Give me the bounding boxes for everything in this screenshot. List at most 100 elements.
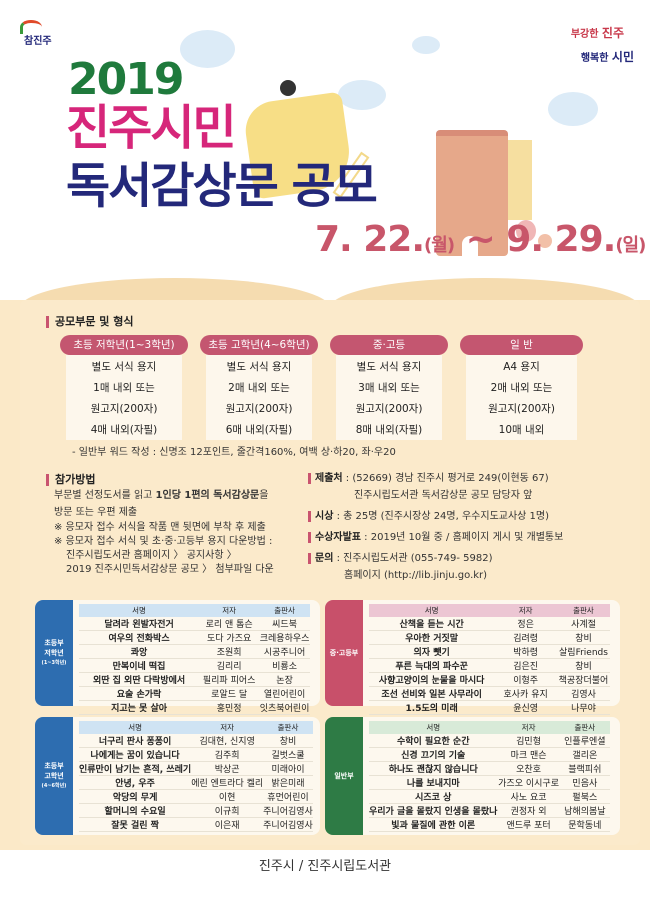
book-author: 김은진 [494,658,557,673]
book-list-panel: 초등부 저학년 (1~3학년) 서명 저자 출판사 달려라 왼발자전거 로리 앤 톰슨 씨드북 여… [35,600,320,715]
book-publisher: 인플루엔셜 [559,734,610,748]
table-row: 빛과 물질에 관한 이론 앤드루 포터 문학동네 [369,817,610,832]
book-title: 인류만이 남기는 흔적, 쓰레기 [79,761,192,776]
book-publisher: 주니어김영사 [263,817,313,832]
format-line: 원고지(200자) [225,403,293,415]
format-line: A4 용지 [503,361,540,373]
book-publisher: 휴먼어린이 [263,789,313,804]
column-header: 저자 [521,723,536,732]
section-heading: 공모부문 및 형식 [46,316,134,328]
table-row: 달려라 왼발자전거 로리 앤 톰슨 씨드북 [79,617,310,631]
participation-text: 부문별 선정도서를 읽고 1인당 1편의 독서감상문을 방문 또는 우편 제출 … [54,490,274,575]
table-row: 만복이네 떡집 김리리 비룡소 [79,658,310,673]
book-publisher: 창비 [556,630,610,645]
table-row: 산책을 듣는 시간 정은 사계절 [369,617,610,631]
book-author: 에린 엔트라다 켈리 [191,775,264,790]
category-label: 초등 고학년(4~6학년) [200,335,318,355]
cloud-icon [180,30,235,68]
book-title: 달려라 왼발자전거 [79,617,200,631]
column-header: 서명 [128,723,142,732]
book-author: 사노 요코 [497,789,560,804]
category-tab-text: 중·고등부 [329,649,359,657]
book-publisher: 밝은미래 [263,775,313,790]
category-label: 중·고등 [330,335,448,355]
table-row: 조선 선비와 일본 사무라이 호사카 유지 김영사 [369,686,610,701]
category-tab-text: 고학년 [44,772,64,780]
page-title: 독서감상문 공모 [66,158,378,214]
book-author: 호사카 유지 [494,686,557,701]
bookmark-illustration [508,140,532,220]
book-publisher: 블랙피쉬 [559,761,610,776]
table-row: 우아한 거짓말 김려령 창비 [369,630,610,645]
category-format: 별도 서식 용지 2매 내외 또는 원고지(200자) 6매 내외(자필) [206,355,312,440]
book-list-category: 초등부 저학년 (1~3학년) [35,600,73,706]
category-format: 별도 서식 용지 3매 내외 또는 원고지(200자) 8매 내외(자필) [336,355,442,440]
section-heading: 참가방법 [46,474,95,486]
book-title: 안녕, 우주 [79,775,192,790]
book-title: 우아한 거짓말 [369,630,495,645]
book-list-panel: 일반부 서명 저자 출판사 수학이 필요한 순간 김민형 인플루엔셜 신경 끄기의 기술 마크 … [325,717,620,835]
table-row: 외딴 집 외딴 다락방에서 필리파 피어스 논장 [79,672,310,687]
book-author: 이은재 [191,817,264,832]
book-author: 앤드루 포터 [497,817,560,832]
book-author: 필리파 피어스 [199,672,260,687]
column-header: 서명 [424,606,439,615]
book-author: 권정자 외 [497,803,560,818]
format-line: 별도 서식 용지 [226,361,292,373]
table-row: 할머니의 수요일 이규희 주니어김영사 [79,803,313,818]
category-label: 일 반 [460,335,583,355]
book-publisher: 책공장더불어 [556,672,610,687]
book-publisher: 시공주니어 [259,644,310,659]
book-publisher: 크레용하우스 [259,630,310,645]
format-line: 원고지(200자) [488,403,555,415]
category-tab-text: 초등부 [44,762,64,770]
book-publisher: 잇츠북어린이 [259,700,310,715]
book-author: 이현 [191,789,264,804]
book-author: 오찬호 [497,761,560,776]
column-header: 저자 [518,606,533,615]
book-table: 서명 저자 출판사 너구리 판사 퐁퐁이 김대현, 신지영 창비 나에게는 꿈이 있습니다 김… [79,721,313,832]
book-author: 김주희 [191,747,264,762]
book-author: 박하령 [494,644,557,659]
table-row: 악당의 무게 이현 휴먼어린이 [79,789,313,804]
book-title: 우리가 글을 몰랐지 인생을 몰랐나 [369,803,498,818]
book-table: 서명 저자 출판사 달려라 왼발자전거 로리 앤 톰슨 씨드북 여우의 전화박스 도다 가즈요… [79,604,310,715]
book-author: 조원희 [199,644,260,659]
format-note: - 일반부 워드 작성 : 신명조 12포인트, 줄간격160%, 여백 상·하… [72,447,396,458]
book-title: 나를 보내지마 [369,775,498,790]
table-row: 콰앙 조원희 시공주니어 [79,644,310,659]
cloud-icon [412,36,440,54]
book-table: 서명 저자 출판사 산책을 듣는 시간 정은 사계절 우아한 거짓말 김려령 창비 의자 뺏기 박하… [369,604,610,715]
column-header: 저자 [222,606,237,615]
book-title: 시즈코 상 [369,789,498,804]
book-author: 김려령 [494,630,557,645]
book-publisher: 문학동네 [559,817,610,832]
book-title: 악당의 무게 [79,789,192,804]
book-title: 여우의 전화박스 [79,630,200,645]
category-tab-text: (4~6학년) [41,783,67,789]
column-header: 서명 [132,606,146,615]
table-row: 시즈코 상 사노 요코 펄북스 [369,789,610,804]
table-row: 인류만이 남기는 흔적, 쓰레기 박상곤 미래아이 [79,761,313,776]
book-title: 잘못 걸린 짝 [79,817,192,832]
format-line: 2매 내외 또는 [228,382,290,394]
city-logo: 참진주 [18,18,58,50]
book-publisher: 창비 [556,658,610,673]
book-list-category: 일반부 [325,717,363,835]
book-author: 가즈오 이시구로 [497,775,560,790]
category-tab-text: (1~3학년) [41,660,67,666]
book-title: 할머니의 수요일 [79,803,192,818]
table-row: 나를 보내지마 가즈오 이시구로 민음사 [369,775,610,790]
cloud-icon [338,80,386,110]
book-author: 도다 가즈요 [199,630,260,645]
book-publisher: 창비 [263,734,313,748]
book-title: 신경 끄기의 기술 [369,747,498,762]
tree-illustration [538,234,552,248]
category-tab-text: 초등부 [44,639,64,647]
book-title: 너구리 판사 퐁퐁이 [79,734,192,748]
table-row: 의자 뺏기 박하령 살림Friends [369,644,610,659]
format-line: 10매 내외 [498,424,545,436]
book-publisher: 논장 [259,672,310,687]
